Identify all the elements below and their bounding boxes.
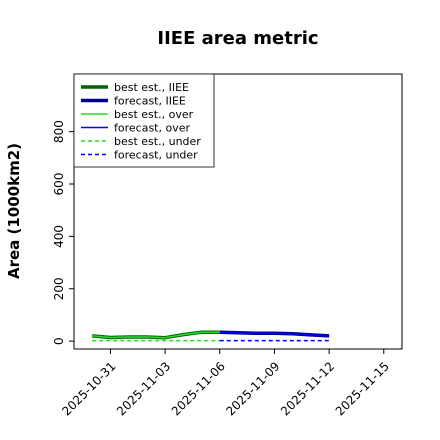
y-tick-label: 200 [52,277,66,300]
legend-label-6: forecast, under [114,149,198,162]
legend-label-5: best est., under [114,135,201,148]
x-tick-label: 2025-11-03 [114,359,173,418]
x-tick-label: 2025-11-15 [333,359,392,418]
series-line-4 [219,331,330,337]
x-tick-label: 2025-11-06 [169,359,228,418]
y-tick-label: 800 [52,120,66,143]
series-layer [92,330,330,342]
y-axis: 0 200 400 600 800 [52,120,74,345]
y-tick-label: 0 [52,337,66,345]
legend-label-1: best est., IIEE [114,81,189,94]
legend-label-2: forecast, IIEE [114,95,186,108]
y-tick-label: 400 [52,225,66,248]
y-tick-label: 600 [52,173,66,196]
legend-label-3: best est., over [114,108,194,121]
series-line-3 [92,331,220,339]
x-tick-label: 2025-10-31 [59,359,118,418]
legend-label-4: forecast, over [114,122,190,135]
x-tick-label: 2025-11-09 [223,359,282,418]
chart-title: IIEE area metric [157,28,318,49]
x-tick-label: 2025-11-12 [278,359,337,418]
x-axis: 2025-10-312025-11-032025-11-062025-11-09… [59,349,392,418]
y-axis-label: Area (1000km2) [5,143,23,279]
legend-box [73,73,215,168]
